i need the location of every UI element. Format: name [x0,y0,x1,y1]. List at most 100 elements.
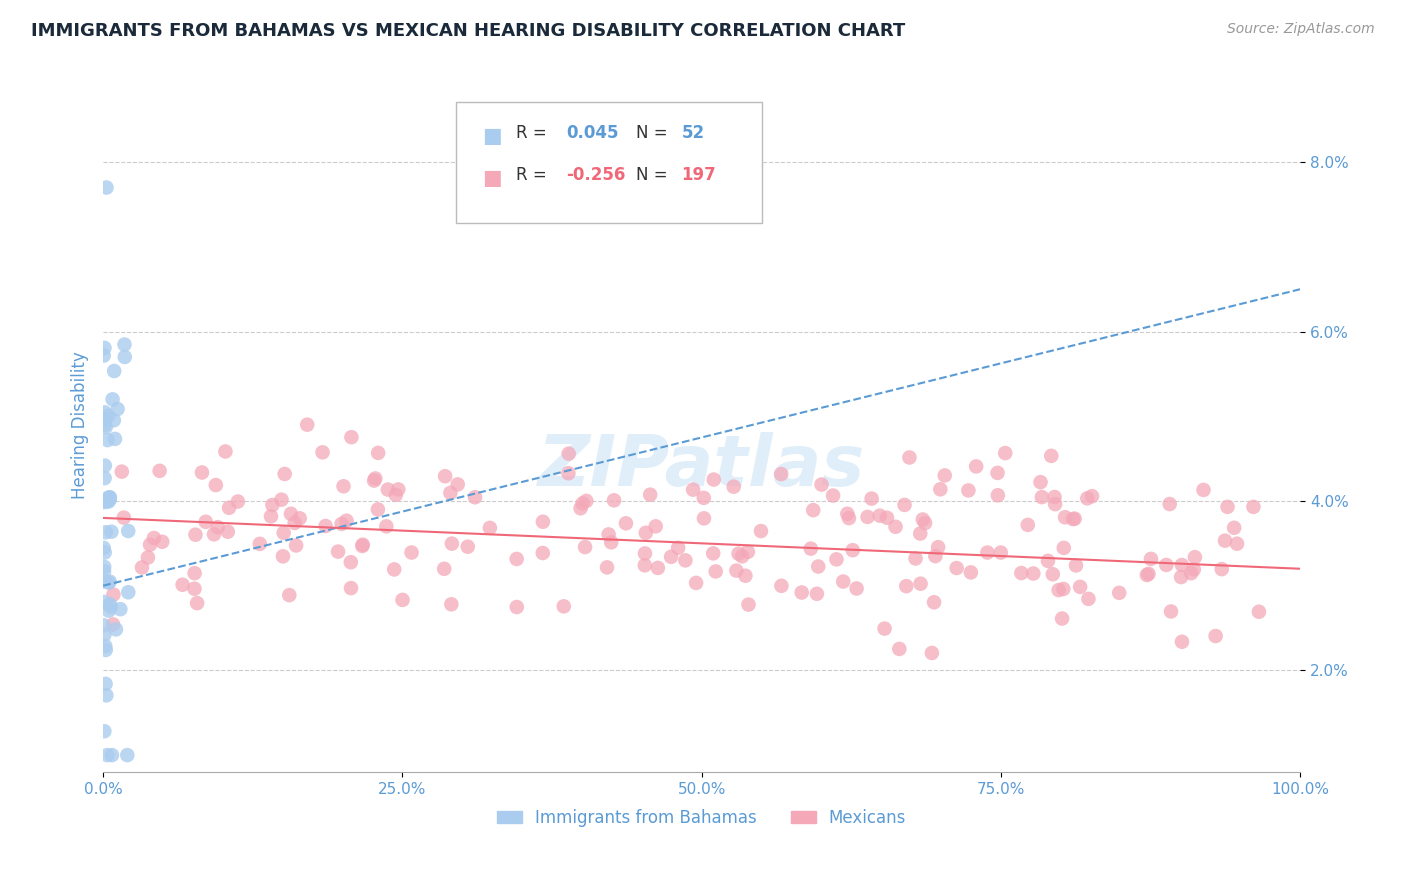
Point [98,492,121,507]
Text: -0.256: -0.256 [567,166,626,184]
Text: R =: R = [516,166,553,184]
Point [1029,475,1052,490]
Point [217,524,239,539]
Point [994,446,1017,460]
Point [673,553,696,567]
Point [93,564,115,578]
Point [1182,562,1205,576]
Point [273,525,295,540]
Point [142,531,165,545]
Point [598,527,620,541]
Point [506,600,529,615]
Point [93,628,115,642]
Point [94,412,117,426]
Point [1223,521,1246,535]
Point [634,558,657,573]
Point [311,445,333,459]
Point [965,459,987,474]
Point [97,491,120,505]
Point [921,646,943,660]
Point [260,509,283,524]
Point [904,551,927,566]
Point [218,500,240,515]
Point [737,598,759,612]
Point [101,617,124,632]
Point [377,483,399,497]
Text: 197: 197 [682,166,716,184]
Point [440,597,463,611]
Text: ■: ■ [482,168,502,187]
Point [1077,591,1099,606]
Point [911,512,934,526]
Point [927,540,949,554]
Point [114,337,136,351]
Point [1042,567,1064,582]
Point [117,748,139,763]
Point [976,545,998,559]
Point [391,593,413,607]
Point [93,574,115,589]
Point [387,483,409,497]
Point [634,546,657,560]
Y-axis label: Hearing Disability: Hearing Disability [72,351,89,499]
Point [96,689,118,703]
Point [270,492,292,507]
Point [1036,554,1059,568]
Point [702,546,724,560]
Point [297,417,319,432]
Point [440,536,463,550]
Text: Source: ZipAtlas.com: Source: ZipAtlas.com [1227,22,1375,37]
Point [666,541,689,555]
Point [364,471,387,485]
Point [1050,611,1073,625]
Point [352,538,374,552]
Point [363,474,385,488]
Point [93,545,115,559]
Legend: Immigrants from Bahamas, Mexicans: Immigrants from Bahamas, Mexicans [491,802,912,833]
Point [1136,568,1159,582]
Point [838,511,860,525]
Point [117,524,139,538]
Point [505,552,527,566]
Point [845,582,868,596]
Point [97,604,120,618]
Point [806,587,828,601]
Point [557,467,579,481]
Point [910,526,932,541]
Point [104,623,127,637]
Point [893,498,915,512]
Point [704,565,727,579]
Point [93,405,115,419]
Point [332,479,354,493]
Point [1043,497,1066,511]
Point [96,494,118,508]
Point [98,491,121,505]
Point [1156,558,1178,572]
Point [150,534,173,549]
Point [96,748,118,763]
Point [93,724,115,739]
Point [1180,566,1202,581]
Point [603,493,626,508]
Point [94,677,117,691]
Point [575,494,598,508]
Point [553,599,575,614]
Point [98,491,121,505]
Point [288,511,311,525]
Point [401,545,423,559]
Point [93,560,115,574]
Point [884,520,907,534]
Point [1171,634,1194,648]
Point [367,502,389,516]
Point [800,541,823,556]
Point [731,549,754,564]
Point [94,525,117,540]
Point [922,595,945,609]
Text: N =: N = [636,124,672,142]
Point [571,496,593,510]
Text: 0.045: 0.045 [567,124,619,142]
Point [194,515,217,529]
Point [924,549,946,563]
Point [93,341,115,355]
Point [273,467,295,481]
